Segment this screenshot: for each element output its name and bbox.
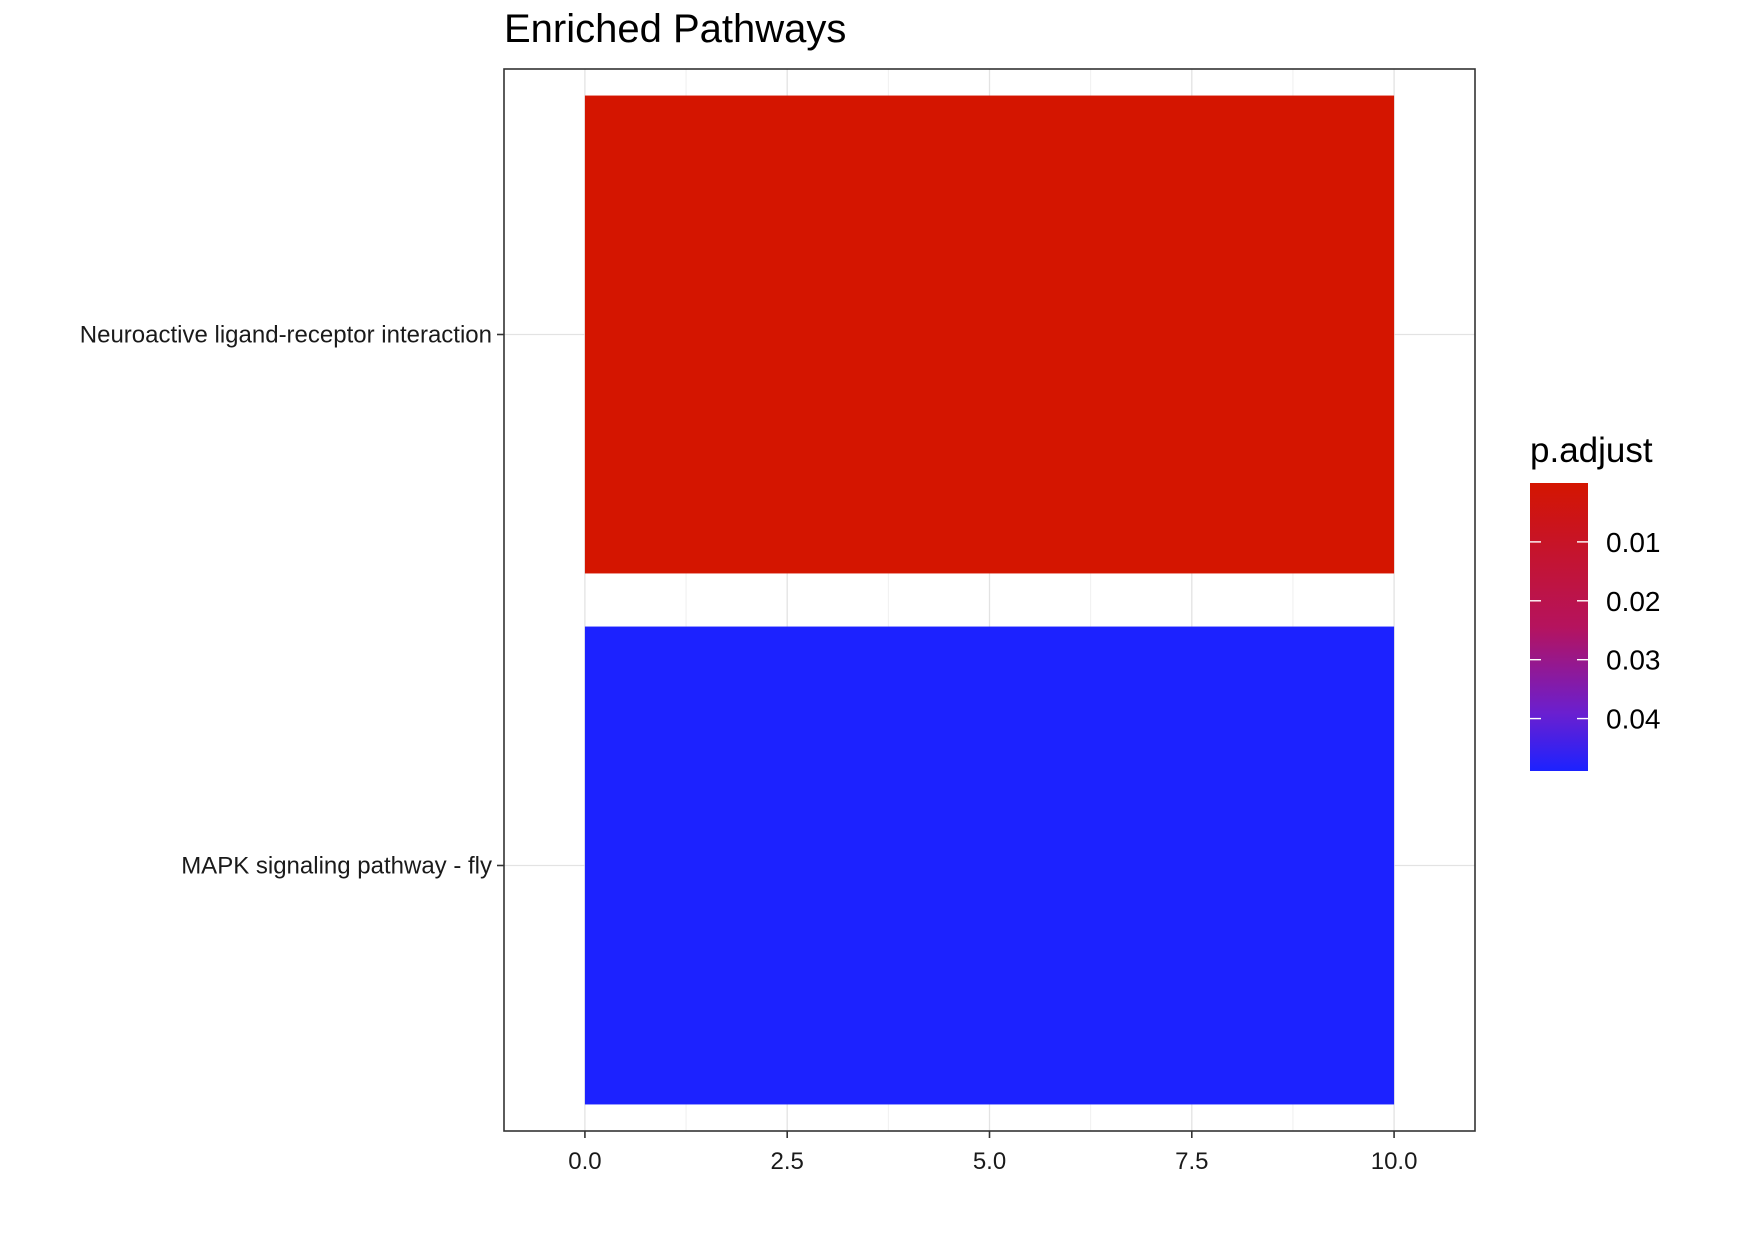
x-tick-label: 0.0 [568, 1148, 601, 1175]
x-axis: 0.0 2.5 5.0 7.5 10.0 [568, 1131, 1417, 1175]
chart-title: Enriched Pathways [504, 7, 846, 51]
colorbar-tick-label: 0.04 [1606, 704, 1661, 735]
bar [584, 95, 1395, 574]
colorbar-tick-label: 0.01 [1606, 527, 1661, 558]
x-tick-label: 5.0 [973, 1148, 1006, 1175]
colorbar-tick-label: 0.02 [1606, 586, 1661, 617]
x-tick-label: 10.0 [1371, 1148, 1418, 1175]
legend-title: p.adjust [1530, 431, 1653, 470]
y-tick-label: Neuroactive ligand-receptor interaction [80, 322, 492, 349]
x-tick-label: 7.5 [1175, 1148, 1208, 1175]
bars [584, 95, 1395, 1105]
bar [584, 626, 1395, 1105]
legend: p.adjust 0.01 0.02 0.03 0.04 [1530, 431, 1661, 771]
colorbar-tick-label: 0.03 [1606, 645, 1661, 676]
x-tick-label: 2.5 [771, 1148, 804, 1175]
y-tick-label: MAPK signaling pathway - fly [181, 853, 492, 880]
y-axis: Neuroactive ligand-receptor interaction M… [80, 322, 504, 880]
colorbar [1530, 483, 1588, 771]
colorbar-ticks: 0.01 0.02 0.03 0.04 [1530, 527, 1661, 735]
